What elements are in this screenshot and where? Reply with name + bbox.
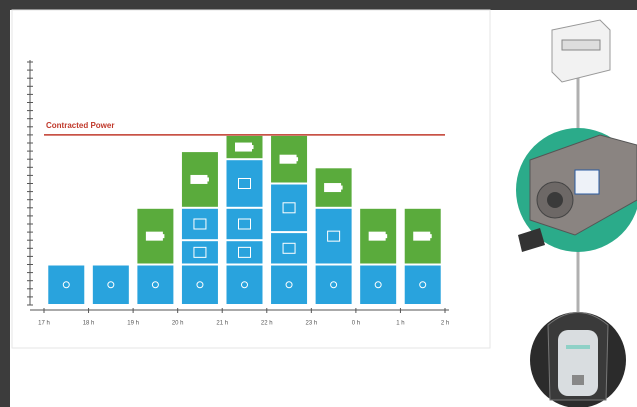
bar-segment-group: [315, 168, 352, 207]
x-tick-label: 18 h: [83, 321, 95, 327]
appliance-icon: [285, 281, 293, 289]
bar-segment: [271, 184, 308, 232]
appliance-icon: [193, 246, 207, 258]
contracted-power-label: Contracted Power: [46, 121, 114, 130]
battery-tip: [251, 145, 254, 150]
appliance-icon: [238, 246, 251, 258]
sensor-hole: [547, 192, 563, 208]
bar-segment-group: [271, 184, 308, 232]
bar-segment-group: [271, 233, 308, 264]
sensor-plug: [518, 228, 545, 252]
bar-segment-group: [271, 265, 308, 304]
bar-segment: [226, 241, 263, 264]
bar-segment-group: [315, 265, 352, 304]
bar-segment-group: [181, 152, 218, 207]
battery-icon: [145, 231, 163, 241]
battery-tip: [429, 234, 432, 239]
appliance-icon: [419, 281, 427, 289]
bar-segment-group: [226, 241, 263, 264]
charger-face: [558, 330, 598, 396]
charger-socket: [572, 375, 584, 385]
appliance-icon: [238, 218, 251, 230]
sensor-label: [574, 169, 600, 195]
meter-body: [551, 19, 611, 83]
x-tick-label: 17 h: [38, 321, 50, 327]
bar-segment-group: [360, 208, 397, 264]
appliance-icon: [151, 281, 159, 289]
bar-segment: [181, 208, 218, 240]
x-tick-label: 22 h: [261, 321, 273, 327]
appliance-icon: [196, 281, 204, 289]
charger: [547, 312, 609, 401]
appliance-icon: [374, 281, 382, 289]
bar-segment: [181, 265, 218, 304]
bar-segment: [315, 265, 352, 304]
meter: [551, 19, 611, 83]
x-tick-label: 1 h: [396, 321, 404, 327]
bar-segment-group: [226, 160, 263, 207]
x-tick-label: 21 h: [216, 321, 228, 327]
bar-segment-group: [404, 208, 441, 264]
appliance-icon: [238, 178, 251, 189]
bar-segment: [226, 160, 263, 207]
bar-segment-group: [271, 135, 308, 183]
battery-tip: [340, 185, 343, 190]
meter-terminals: [561, 39, 601, 51]
bar-segment-group: [226, 265, 263, 304]
battery-icon: [279, 154, 297, 164]
appliance-icon: [282, 202, 296, 214]
appliance-icon: [241, 281, 248, 289]
battery-icon: [190, 174, 208, 184]
bar-segment-group: [137, 265, 174, 304]
battery-icon: [413, 231, 431, 241]
bar-segment: [181, 241, 218, 264]
bar-segment-group: [181, 241, 218, 264]
bar-segment: [271, 233, 308, 264]
bar-segment: [404, 265, 441, 304]
bar-segment: [315, 208, 352, 264]
bar-segment: [137, 265, 174, 304]
appliance-icon: [282, 242, 296, 254]
battery-tip: [296, 157, 299, 162]
appliance-icon: [327, 230, 341, 242]
bar-segment: [92, 265, 129, 304]
appliance-icon: [193, 218, 207, 230]
sensor: [518, 134, 637, 252]
battery-tip: [206, 177, 209, 182]
bar-segment-group: [181, 208, 218, 240]
battery-icon: [324, 183, 342, 193]
bar-segment-group: [137, 208, 174, 264]
x-tick-label: 19 h: [127, 321, 139, 327]
x-tick-label: 0 h: [352, 321, 360, 327]
x-tick-label: 2 h: [441, 321, 449, 327]
appliance-icon: [107, 281, 115, 289]
x-tick-label: 20 h: [172, 321, 184, 327]
bar-segment-group: [404, 265, 441, 304]
appliance-icon: [330, 281, 338, 289]
appliance-icon: [62, 281, 70, 289]
bar-segment-group: [226, 135, 263, 159]
battery-icon: [235, 142, 252, 152]
bar-segment: [226, 265, 263, 304]
battery-tip: [162, 234, 165, 239]
bar-segment-group: [360, 265, 397, 304]
bar-segment: [48, 265, 85, 304]
bar-segment-group: [315, 208, 352, 264]
bar-segment-group: [92, 265, 129, 304]
bar-segment-group: [181, 265, 218, 304]
bar-segment: [271, 265, 308, 304]
charger-light: [566, 345, 590, 349]
bar-segment-group: [226, 208, 263, 240]
bar-segment: [360, 265, 397, 304]
x-tick-label: 23 h: [305, 321, 317, 327]
bar-segment: [226, 208, 263, 240]
battery-icon: [368, 231, 386, 241]
bar-segment-group: [48, 265, 85, 304]
devices: [516, 19, 637, 407]
battery-tip: [385, 234, 388, 239]
